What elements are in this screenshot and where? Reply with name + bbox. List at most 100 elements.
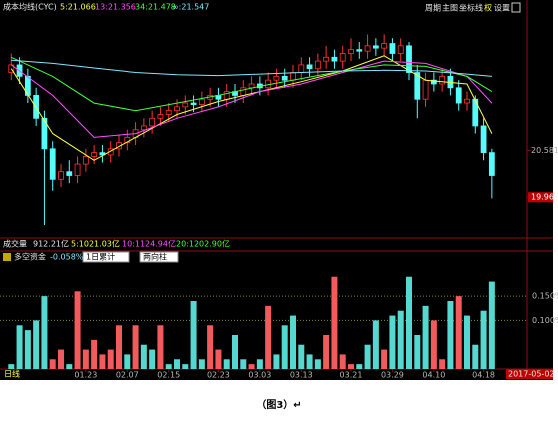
toolbar-item[interactable]: 主图 — [442, 3, 458, 13]
background — [0, 0, 553, 380]
candle-body — [273, 75, 280, 81]
help-icon[interactable] — [3, 253, 11, 261]
candle-body — [91, 152, 98, 157]
bar — [91, 339, 98, 369]
indicator-title: 成本均线(CYC) — [3, 2, 57, 12]
candle-body — [157, 114, 164, 119]
bar — [306, 354, 313, 369]
bar — [331, 276, 338, 369]
candle-body — [198, 98, 205, 105]
candle-body — [455, 87, 462, 104]
legend-entry: 5:21.066 — [60, 3, 96, 12]
bar — [356, 364, 363, 369]
dropdown[interactable] — [139, 251, 179, 263]
toolbar-item[interactable]: 坐标线 — [459, 3, 483, 13]
legend-entry: 13:21.356 — [95, 3, 136, 12]
candle-body — [41, 117, 48, 150]
candle-body — [182, 102, 189, 108]
y-tick-label: 19.965 — [531, 193, 558, 202]
bar — [24, 330, 31, 369]
bar — [207, 325, 214, 369]
bar — [372, 320, 379, 369]
bar — [364, 344, 371, 369]
candle-body — [397, 45, 404, 54]
bar — [439, 359, 446, 369]
candle-body — [49, 148, 56, 180]
candle-body — [116, 142, 122, 150]
bar — [314, 359, 321, 369]
date-box — [506, 369, 553, 379]
bar — [198, 359, 205, 369]
candle-body — [82, 156, 89, 165]
bar — [381, 349, 388, 369]
panel-value: -0.058% — [50, 253, 84, 262]
bar — [66, 364, 73, 369]
candle-body — [356, 49, 363, 52]
ma-line — [11, 59, 492, 77]
bar — [107, 349, 114, 369]
x-tick-label: 02.15 — [157, 371, 180, 380]
bar — [33, 320, 40, 369]
candle-body — [174, 106, 180, 112]
volume-value: 912.21亿 — [33, 239, 69, 249]
x-tick-label: 02.23 — [207, 371, 230, 380]
bar — [74, 291, 81, 369]
bar — [140, 344, 147, 369]
window-button[interactable] — [511, 2, 521, 13]
x-tick-label: 03.29 — [381, 371, 404, 380]
dropdown[interactable] — [82, 251, 130, 263]
toolbar-item[interactable]: 周期 — [425, 4, 441, 13]
x-tick-label: 01.23 — [74, 371, 97, 380]
candle-body — [339, 53, 346, 62]
candle-body — [331, 56, 338, 62]
period-label[interactable]: 日线 — [4, 369, 20, 379]
ma-line — [11, 60, 493, 138]
bar — [41, 296, 48, 369]
bar — [132, 325, 139, 369]
candle-body — [389, 43, 396, 54]
candle-body — [381, 43, 388, 49]
bar — [273, 354, 280, 369]
bar — [430, 320, 437, 369]
price-box — [528, 192, 553, 203]
candle-body — [372, 45, 379, 49]
bar — [232, 335, 238, 369]
y-tick-label: 20.581 — [531, 146, 558, 155]
candle-body — [248, 83, 255, 89]
bar — [116, 325, 122, 369]
candle-body — [165, 110, 172, 115]
candle-body — [58, 171, 64, 180]
bar — [447, 301, 454, 369]
legend-entry: 34:21.478 — [135, 3, 176, 12]
candle-body — [66, 171, 73, 176]
toolbar-item[interactable]: 设置 — [494, 3, 510, 13]
bar — [182, 364, 189, 369]
bar — [165, 364, 172, 369]
bar — [422, 305, 429, 369]
candle-body — [306, 64, 313, 70]
ma-line — [11, 56, 493, 112]
candle-body — [323, 56, 330, 62]
bar — [223, 359, 230, 369]
candle-body — [107, 148, 114, 156]
candle-body — [74, 163, 81, 176]
volume-label: 成交量 — [3, 239, 27, 249]
bar — [174, 359, 180, 369]
candle-body — [314, 60, 321, 70]
y-tick-label: 0.150% — [532, 292, 558, 301]
candle-body — [480, 125, 487, 154]
bar — [8, 364, 15, 369]
volume-ma: 20:1202.90亿 — [176, 239, 230, 249]
x-tick-label: 03.03 — [248, 371, 271, 380]
volume-ma: 5:1021.03亿 — [71, 239, 120, 249]
bar — [389, 315, 396, 369]
candle-body — [422, 79, 429, 100]
bar — [348, 364, 354, 369]
bar — [248, 364, 255, 369]
bar — [256, 359, 263, 369]
toolbar-item[interactable]: 权 — [484, 3, 492, 13]
candle-body — [149, 117, 156, 127]
bar — [215, 349, 222, 369]
bar — [339, 354, 346, 369]
